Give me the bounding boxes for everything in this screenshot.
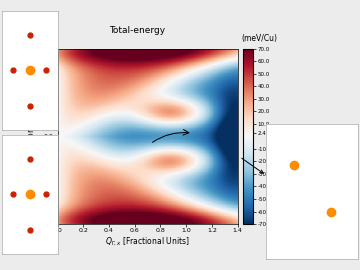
Y-axis label: $Q_{\Gamma,y}$ [Fractional Units]: $Q_{\Gamma,y}$ [Fractional Units] <box>26 94 39 178</box>
Text: Total-energy: Total-energy <box>109 26 165 35</box>
Text: (meV/Cu): (meV/Cu) <box>241 34 277 43</box>
X-axis label: $Q_{\Gamma,x}$ [Fractional Units]: $Q_{\Gamma,x}$ [Fractional Units] <box>105 235 190 248</box>
